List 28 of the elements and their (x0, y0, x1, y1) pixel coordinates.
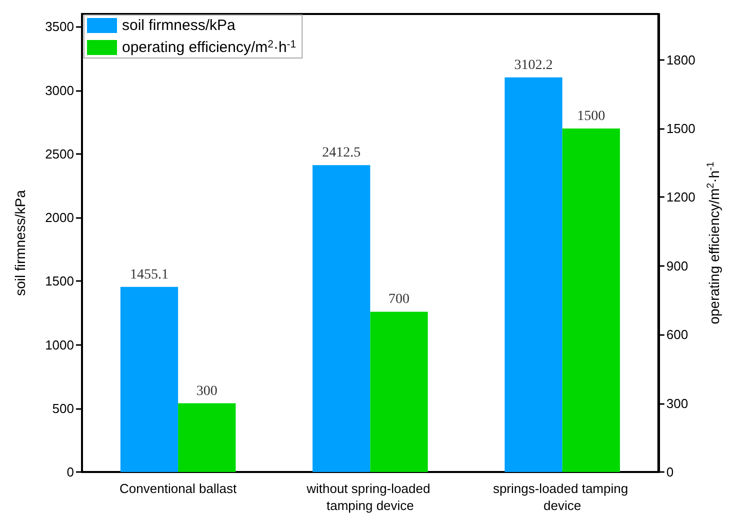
y-tick-label: 1000 (45, 337, 74, 352)
x-tick-label: Conventional ballast (120, 481, 237, 496)
data-label: 300 (196, 384, 218, 399)
y2-tick-label: 300 (666, 396, 688, 411)
y2-tick-label: 900 (666, 258, 688, 274)
x-tick-label: springs-loaded tamping device (492, 481, 632, 513)
y-tick-label: 500 (52, 400, 74, 416)
y-axis-title: soil firmness/kPa (12, 190, 28, 296)
y-tick-label: 0 (66, 464, 74, 480)
x-tick-label: without spring-loaded tamping device (306, 481, 434, 513)
bar (120, 286, 178, 472)
y2-tick-label: 600 (666, 327, 688, 342)
y-tick-label: 2500 (45, 146, 74, 162)
legend-label: soil firmness/kPa (122, 17, 236, 34)
y-tick-label: 3000 (45, 82, 74, 98)
data-label: 1500 (577, 109, 606, 124)
data-label: 3102.2 (514, 58, 553, 73)
y2-tick-label: 0 (666, 464, 674, 480)
data-label: 700 (388, 292, 410, 308)
y-tick-label: 1500 (45, 274, 74, 289)
y-tick-label: 2000 (45, 210, 74, 226)
data-label: 1455.1 (130, 267, 168, 282)
y2-tick-label: 1800 (666, 52, 696, 68)
data-label: 2412.5 (322, 146, 361, 161)
y2-axis-title: operating efficiency/m2·h-1 (706, 162, 722, 324)
y-tick-label: 3500 (45, 19, 74, 34)
y2-tick-label: 1200 (666, 190, 696, 205)
y2-tick-label: 1500 (666, 121, 696, 136)
